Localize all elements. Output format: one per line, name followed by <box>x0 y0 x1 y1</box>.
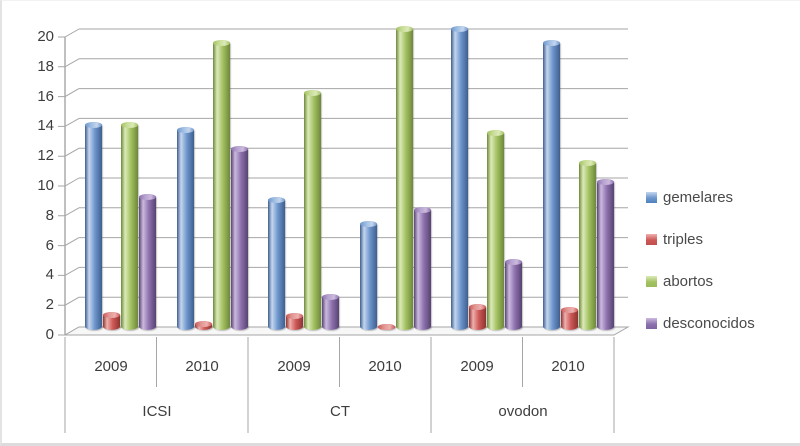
bar-triples-CT-2010 <box>378 324 395 330</box>
cylinder-top <box>597 179 614 185</box>
cylinder-top <box>396 26 413 32</box>
x-axis-year-label: 2010 <box>551 358 585 375</box>
cylinder-top <box>195 321 212 327</box>
legend-label: abortos <box>663 272 714 290</box>
x-axis-year-label: 2009 <box>460 358 494 375</box>
cylinder-top <box>451 26 468 32</box>
bar-desconocidos-ICSI-2010 <box>231 146 248 330</box>
legend-label: triples <box>663 230 704 248</box>
bar-abortos-ovodon-2010 <box>579 160 596 330</box>
x-axis-year-label: 2009 <box>277 358 311 375</box>
bar-abortos-CT-2010 <box>396 26 413 330</box>
y-axis-label: 0 <box>45 326 54 343</box>
legend: gemelares triples abortos desconocidos <box>646 187 755 355</box>
y-axis-tick <box>58 177 80 187</box>
y-axis-label: 6 <box>45 237 54 254</box>
legend-item-triples: triples <box>646 229 755 249</box>
x-axis-group-label: CT <box>330 403 350 420</box>
bar-gemelares-CT-2009 <box>268 197 285 330</box>
y-axis-tick <box>58 296 80 306</box>
x-axis-group-label: ICSI <box>142 403 172 420</box>
bar-gemelares-ovodon-2009 <box>451 26 468 330</box>
bar-gemelares-ICSI-2010 <box>177 127 194 330</box>
cylinder-top <box>561 307 578 313</box>
bar-desconocidos-CT-2009 <box>322 294 339 330</box>
y-axis-label: 8 <box>45 207 54 224</box>
y-axis-tick <box>58 237 80 247</box>
legend-label: desconocidos <box>663 314 755 332</box>
y-axis-label: 2 <box>45 296 54 313</box>
legend-item-abortos: abortos <box>646 271 755 291</box>
y-axis-label: 20 <box>37 28 54 45</box>
cylinder-top <box>231 146 248 152</box>
bar-triples-ovodon-2010 <box>561 307 578 330</box>
legend-swatch-abortos <box>646 275 657 287</box>
bar-triples-ovodon-2009 <box>469 304 486 330</box>
cylinder-top <box>304 90 321 96</box>
legend-swatch-triples <box>646 233 657 245</box>
cylinder-top <box>322 294 339 300</box>
bar-abortos-ICSI-2010 <box>213 40 230 330</box>
cylinder-top <box>177 127 194 133</box>
bar-desconocidos-CT-2010 <box>414 207 431 330</box>
x-axis-year-label: 2009 <box>94 358 128 375</box>
y-axis-tick <box>58 207 80 217</box>
cylinder-top <box>286 313 303 319</box>
bar-triples-CT-2009 <box>286 313 303 330</box>
cylinder-top <box>505 259 522 265</box>
cylinder-top <box>139 194 156 200</box>
bar-abortos-CT-2009 <box>304 90 321 330</box>
bar-abortos-ICSI-2009 <box>121 122 138 330</box>
x-axis-group-label: ovodon <box>498 403 548 420</box>
legend-label: gemelares <box>663 188 734 206</box>
x-axis-year-label: 2010 <box>368 358 402 375</box>
bar-desconocidos-ovodon-2009 <box>505 259 522 330</box>
cylinder-top <box>579 160 596 166</box>
y-axis-label: 14 <box>37 117 54 134</box>
cylinder-top <box>414 207 431 213</box>
y-axis-label: 10 <box>37 177 54 194</box>
cylinder-top <box>543 40 560 46</box>
cylinder-top <box>103 312 120 318</box>
y-axis-label: 12 <box>37 147 54 164</box>
y-axis-tick <box>58 88 80 98</box>
legend-item-gemelares: gemelares <box>646 187 755 207</box>
bar-desconocidos-ICSI-2009 <box>139 194 156 330</box>
y-axis-tick <box>58 58 80 68</box>
bar-triples-ICSI-2009 <box>103 312 120 330</box>
y-axis-label: 16 <box>37 88 54 105</box>
y-axis-tick <box>58 28 80 38</box>
legend-swatch-desconocidos <box>646 317 657 329</box>
y-axis-tick <box>58 117 80 127</box>
bar-desconocidos-ovodon-2010 <box>597 179 614 330</box>
y-axis-tick <box>58 147 80 157</box>
cylinder-top <box>469 304 486 310</box>
cylinder-top <box>360 221 377 227</box>
y-axis-tick <box>58 266 80 276</box>
cylinder-top <box>121 122 138 128</box>
cylinder-top <box>85 122 102 128</box>
cylinder-top <box>378 324 395 330</box>
bar-gemelares-CT-2010 <box>360 221 377 330</box>
bar-gemelares-ICSI-2009 <box>85 122 102 330</box>
cylinder-top <box>268 197 285 203</box>
cylinder-top <box>487 130 504 136</box>
y-axis-label: 18 <box>37 58 54 75</box>
cylinder-top <box>213 40 230 46</box>
bar-gemelares-ovodon-2010 <box>543 40 560 330</box>
bar-abortos-ovodon-2009 <box>487 130 504 330</box>
legend-item-desconocidos: desconocidos <box>646 313 755 333</box>
y-axis-label: 4 <box>45 266 54 283</box>
x-axis-year-label: 2010 <box>185 358 219 375</box>
bar-triples-ICSI-2010 <box>195 321 212 330</box>
legend-swatch-gemelares <box>646 191 657 203</box>
